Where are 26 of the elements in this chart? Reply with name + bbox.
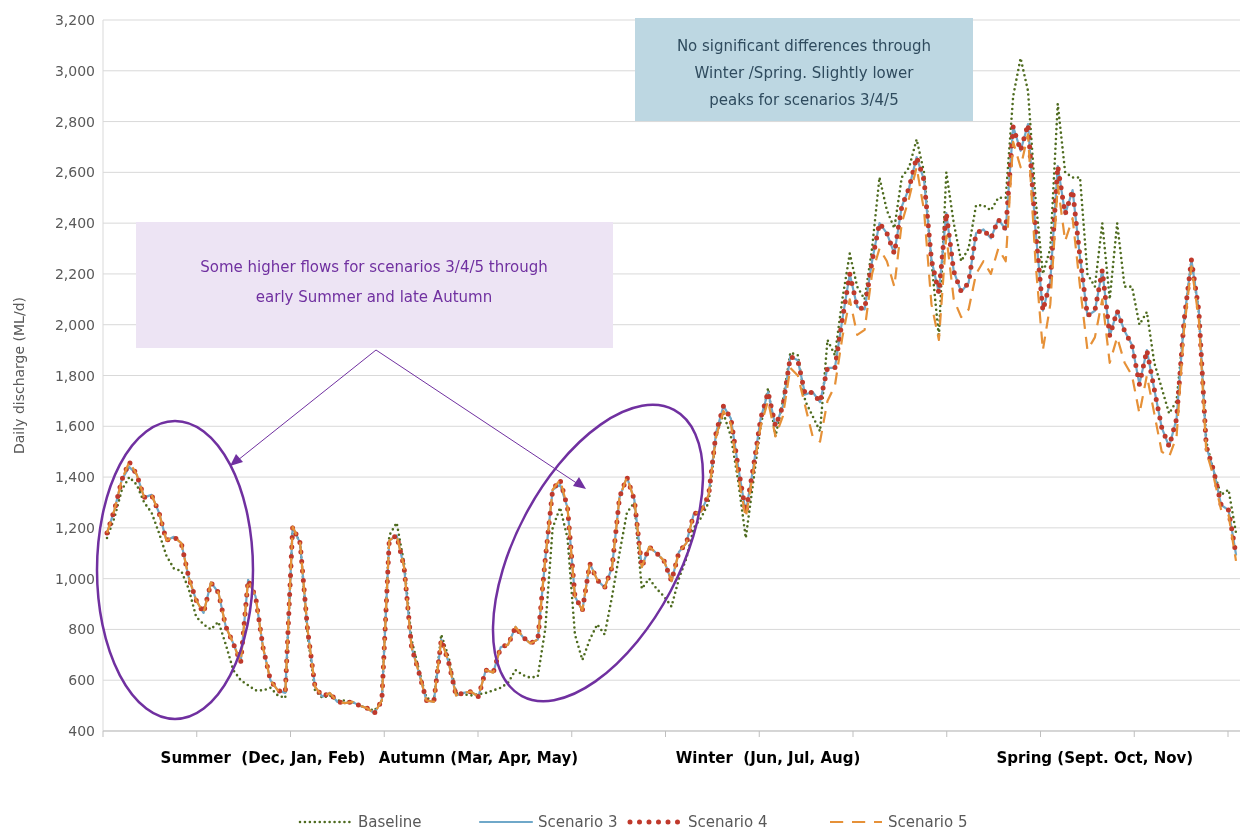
y-axis-title: Daily discharge (ML/d) <box>11 297 27 454</box>
y-tick-label: 1,000 <box>54 570 95 587</box>
y-tick-label: 1,800 <box>54 367 95 384</box>
legend-label: Baseline <box>358 813 422 831</box>
x-tick-label: Summer (Dec, Jan, Feb) <box>160 749 366 767</box>
legend-label: Scenario 3 <box>538 813 618 831</box>
y-tick-label: 2,800 <box>54 113 95 130</box>
y-tick-label: 3,200 <box>54 12 95 28</box>
y-tick-label: 400 <box>68 723 95 739</box>
y-tick-label: 1,400 <box>54 469 95 486</box>
x-tick-label: Spring (Sept. Oct, Nov) <box>996 749 1194 767</box>
x-tick-label: Winter (Jun, Jul, Aug) <box>675 749 861 767</box>
y-tick-label: 600 <box>68 672 95 689</box>
y-tick-label: 800 <box>68 621 95 638</box>
legend-label: Scenario 5 <box>888 813 968 831</box>
annotation: Some higher flows for scenarios 3/4/5 through early Summer and late Autumn <box>200 258 548 306</box>
y-tick-label: 2,000 <box>54 316 95 333</box>
y-tick-label: 2,600 <box>54 164 95 181</box>
annotation: No significant differences through Winter /Spring. Slightly lower peaks for scenarios 3/4/5 <box>676 37 932 109</box>
y-tick-label: 1,600 <box>54 418 95 435</box>
y-tick-label: 2,400 <box>54 215 95 232</box>
y-tick-label: 1,200 <box>54 519 95 536</box>
legend-label: Scenario 4 <box>688 813 768 831</box>
y-tick-label: 3,000 <box>54 62 95 79</box>
y-tick-label: 2,200 <box>54 265 95 282</box>
x-tick-label: Autumn (Mar, Apr, May) <box>378 749 579 767</box>
